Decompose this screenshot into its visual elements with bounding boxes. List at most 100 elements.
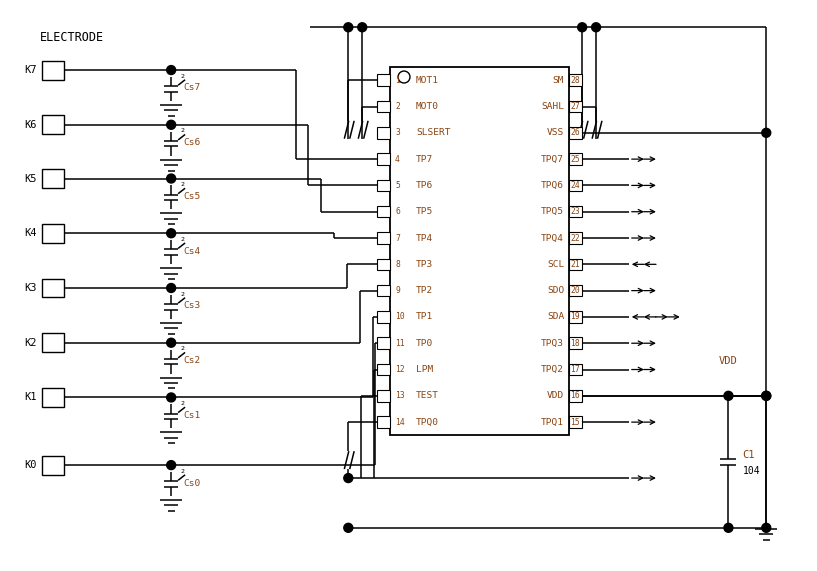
Text: 24: 24: [570, 181, 580, 190]
Text: Cs4: Cs4: [183, 247, 200, 256]
Bar: [42, 333, 64, 352]
Circle shape: [167, 338, 176, 347]
Circle shape: [344, 473, 353, 482]
Circle shape: [761, 524, 770, 532]
Bar: [569, 74, 583, 86]
Text: 19: 19: [570, 312, 580, 321]
Text: 22: 22: [570, 234, 580, 243]
Bar: [377, 259, 390, 270]
Text: TPQ6: TPQ6: [541, 181, 565, 190]
Text: VSS: VSS: [547, 128, 565, 137]
Text: 20: 20: [570, 286, 580, 295]
Text: TP5: TP5: [416, 207, 433, 216]
Text: 11: 11: [395, 339, 404, 348]
Circle shape: [167, 120, 176, 129]
Text: 8: 8: [395, 260, 400, 269]
Circle shape: [167, 393, 176, 402]
Bar: [377, 364, 390, 375]
Text: 3: 3: [395, 128, 400, 137]
Bar: [42, 279, 64, 297]
Text: Cs7: Cs7: [183, 83, 200, 93]
Circle shape: [167, 174, 176, 183]
Text: 27: 27: [570, 102, 580, 111]
Text: 5: 5: [395, 181, 400, 190]
Text: K0: K0: [25, 460, 37, 470]
Bar: [569, 390, 583, 401]
Text: VDD: VDD: [547, 391, 565, 400]
Text: 26: 26: [570, 128, 580, 137]
Text: ELECTRODE: ELECTRODE: [40, 31, 104, 44]
Bar: [569, 180, 583, 191]
Text: SM: SM: [553, 76, 565, 85]
Circle shape: [761, 391, 770, 400]
Text: MOT0: MOT0: [416, 102, 439, 111]
Bar: [569, 311, 583, 323]
Bar: [377, 311, 390, 323]
Bar: [42, 115, 64, 134]
Bar: [377, 127, 390, 139]
Text: SCL: SCL: [547, 260, 565, 269]
Text: K1: K1: [25, 392, 37, 403]
Text: Cs0: Cs0: [183, 478, 200, 488]
Text: SDO: SDO: [547, 286, 565, 295]
Bar: [42, 61, 64, 79]
Text: K5: K5: [25, 174, 37, 183]
Text: 2: 2: [180, 469, 184, 474]
Bar: [377, 285, 390, 296]
Text: K2: K2: [25, 337, 37, 348]
Bar: [377, 416, 390, 428]
Text: 2: 2: [180, 182, 184, 187]
Text: SAHL: SAHL: [541, 102, 565, 111]
Bar: [42, 169, 64, 188]
Circle shape: [761, 128, 770, 137]
Circle shape: [344, 524, 353, 532]
Bar: [42, 388, 64, 407]
Text: 12: 12: [395, 365, 404, 374]
Text: SLSERT: SLSERT: [416, 128, 450, 137]
Bar: [569, 259, 583, 270]
Text: 16: 16: [570, 391, 580, 400]
Text: 28: 28: [570, 76, 580, 85]
Bar: [377, 337, 390, 349]
Bar: [377, 154, 390, 165]
Bar: [390, 67, 569, 435]
Bar: [42, 456, 64, 475]
Text: 2: 2: [180, 347, 184, 351]
Circle shape: [167, 229, 176, 238]
Text: TPQ3: TPQ3: [541, 339, 565, 348]
Text: TP1: TP1: [416, 312, 433, 321]
Bar: [569, 285, 583, 296]
Bar: [569, 232, 583, 244]
Bar: [569, 364, 583, 375]
Bar: [377, 232, 390, 244]
Text: TP7: TP7: [416, 155, 433, 164]
Circle shape: [578, 23, 587, 32]
Text: TP3: TP3: [416, 260, 433, 269]
Text: K4: K4: [25, 228, 37, 238]
Bar: [377, 390, 390, 401]
Circle shape: [344, 23, 353, 32]
Circle shape: [761, 391, 770, 400]
Text: Cs6: Cs6: [183, 138, 200, 147]
Text: 18: 18: [570, 339, 580, 348]
Text: TEST: TEST: [416, 391, 439, 400]
Circle shape: [398, 71, 410, 83]
Text: TPQ2: TPQ2: [541, 365, 565, 374]
Text: 1: 1: [395, 76, 400, 85]
Text: Cs1: Cs1: [183, 411, 200, 420]
Text: 7: 7: [395, 234, 400, 243]
Bar: [569, 127, 583, 139]
Text: TPQ1: TPQ1: [541, 417, 565, 427]
Bar: [377, 74, 390, 86]
Text: TPQ5: TPQ5: [541, 207, 565, 216]
Text: Cs2: Cs2: [183, 356, 200, 365]
Text: 9: 9: [395, 286, 400, 295]
Text: TPQ7: TPQ7: [541, 155, 565, 164]
Text: TP0: TP0: [416, 339, 433, 348]
Text: Cs5: Cs5: [183, 192, 200, 201]
Text: 2: 2: [180, 292, 184, 297]
Text: 23: 23: [570, 207, 580, 216]
Bar: [569, 206, 583, 218]
Text: TP2: TP2: [416, 286, 433, 295]
Text: 6: 6: [395, 207, 400, 216]
